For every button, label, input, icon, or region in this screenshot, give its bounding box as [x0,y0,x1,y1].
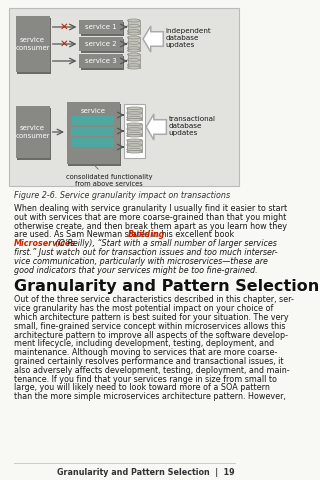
Text: than the more simple microservices architecture pattern. However,: than the more simple microservices archi… [14,392,286,401]
Text: which architecture pattern is best suited for your situation. The very: which architecture pattern is best suite… [14,313,289,322]
Text: service 3: service 3 [85,58,117,64]
Bar [17,108,51,160]
Ellipse shape [127,24,140,27]
Ellipse shape [127,132,142,135]
Bar [127,108,142,112]
Text: grained certainly resolves performance and transactional issues, it: grained certainly resolves performance a… [14,357,284,366]
Ellipse shape [127,139,142,142]
Ellipse shape [127,123,142,126]
Text: vice granularity has the most potential impact on your choice of: vice granularity has the most potential … [14,304,273,313]
Ellipse shape [127,41,140,44]
Bar [127,118,142,121]
Text: small, fine-grained service concept within microservices allows this: small, fine-grained service concept with… [14,322,285,331]
Text: Figure 2-6. Service granularity impact on transactions: Figure 2-6. Service granularity impact o… [14,191,230,200]
Bar [127,133,142,137]
Bar [127,43,140,47]
Text: out with services that are more coarse-grained than that you might: out with services that are more coarse-g… [14,213,286,222]
Bar [71,116,114,125]
Polygon shape [143,26,163,52]
Bar [71,127,114,136]
Ellipse shape [127,64,140,67]
Ellipse shape [127,144,142,146]
Bar [127,37,140,41]
Text: Building: Building [128,230,166,240]
Bar [79,20,123,34]
Text: good indicators that your services might be too fine-grained.: good indicators that your services might… [14,265,258,275]
Text: are used. As Sam Newman states in his excellent book: are used. As Sam Newman states in his ex… [14,230,239,240]
Bar [127,48,140,52]
Bar [81,22,124,36]
Bar [127,145,142,148]
Text: (O’Reilly), “Start with a small number of larger services: (O’Reilly), “Start with a small number o… [53,239,277,248]
Ellipse shape [127,150,142,153]
Ellipse shape [127,59,140,61]
Bar [127,26,140,30]
Bar [16,16,50,72]
Bar [127,65,140,69]
Text: consolidated functionality
from above services: consolidated functionality from above se… [66,166,152,187]
Text: service 1: service 1 [85,24,117,30]
Text: tenance. If you find that your services range in size from small to: tenance. If you find that your services … [14,374,277,384]
Bar [67,102,120,164]
Bar [127,113,142,116]
Bar [127,31,140,35]
Ellipse shape [127,32,140,35]
Text: large, you will likely need to look toward more of a SOA pattern: large, you will likely need to look towa… [14,384,270,392]
Ellipse shape [127,36,140,39]
Text: ✕: ✕ [60,22,69,32]
Ellipse shape [127,116,142,119]
Ellipse shape [127,148,142,151]
Bar [81,56,124,70]
Bar [124,104,145,158]
Bar [68,104,121,166]
Ellipse shape [127,47,140,49]
Bar [127,54,140,59]
Text: Granularity and Pattern Selection  |  19: Granularity and Pattern Selection | 19 [57,468,235,477]
Text: ✕: ✕ [60,39,69,49]
Text: also adversely affects development, testing, deployment, and main-: also adversely affects development, test… [14,366,290,375]
Ellipse shape [127,49,140,52]
Text: Out of the three service characteristics described in this chapter, ser-: Out of the three service characteristics… [14,295,294,304]
Text: service
consumer: service consumer [15,125,50,139]
Ellipse shape [127,128,142,130]
Ellipse shape [127,134,142,137]
Bar [81,39,124,53]
Bar [127,150,142,153]
Bar [79,54,123,68]
Bar [79,37,123,51]
Text: maintenance. Although moving to services that are more coarse-: maintenance. Although moving to services… [14,348,277,357]
Bar [16,106,50,158]
Text: ment lifecycle, including development, testing, deployment, and: ment lifecycle, including development, t… [14,339,274,348]
Ellipse shape [127,119,142,121]
Text: otherwise create, and then break them apart as you learn how they: otherwise create, and then break them ap… [14,222,287,230]
Text: vice communication, particularly with microservices—these are: vice communication, particularly with mi… [14,257,268,266]
Text: Microservices: Microservices [14,239,76,248]
Text: service: service [81,108,106,114]
Bar [127,124,142,128]
Bar [127,60,140,64]
Bar [71,138,114,147]
Text: Granularity and Pattern Selection: Granularity and Pattern Selection [14,279,319,294]
Text: transactional
database
updates: transactional database updates [169,116,216,136]
Ellipse shape [127,30,140,33]
Ellipse shape [127,66,140,69]
Bar [9,8,239,186]
Bar [127,140,142,144]
Polygon shape [146,114,166,140]
Text: service
consumer: service consumer [15,37,50,50]
Bar [127,21,140,24]
Text: first.” Just watch out for transaction issues and too much interser-: first.” Just watch out for transaction i… [14,248,278,257]
Ellipse shape [127,107,142,109]
Ellipse shape [127,19,140,22]
Text: When dealing with service granularity I usually find it easier to start: When dealing with service granularity I … [14,204,287,213]
Bar [17,18,51,74]
Ellipse shape [127,112,142,114]
Ellipse shape [127,53,140,56]
Bar [127,129,142,132]
Text: service 2: service 2 [85,41,117,47]
Text: independent
database
updates: independent database updates [166,28,211,48]
Text: architecture pattern to improve all aspects of the software develop-: architecture pattern to improve all aspe… [14,331,288,339]
